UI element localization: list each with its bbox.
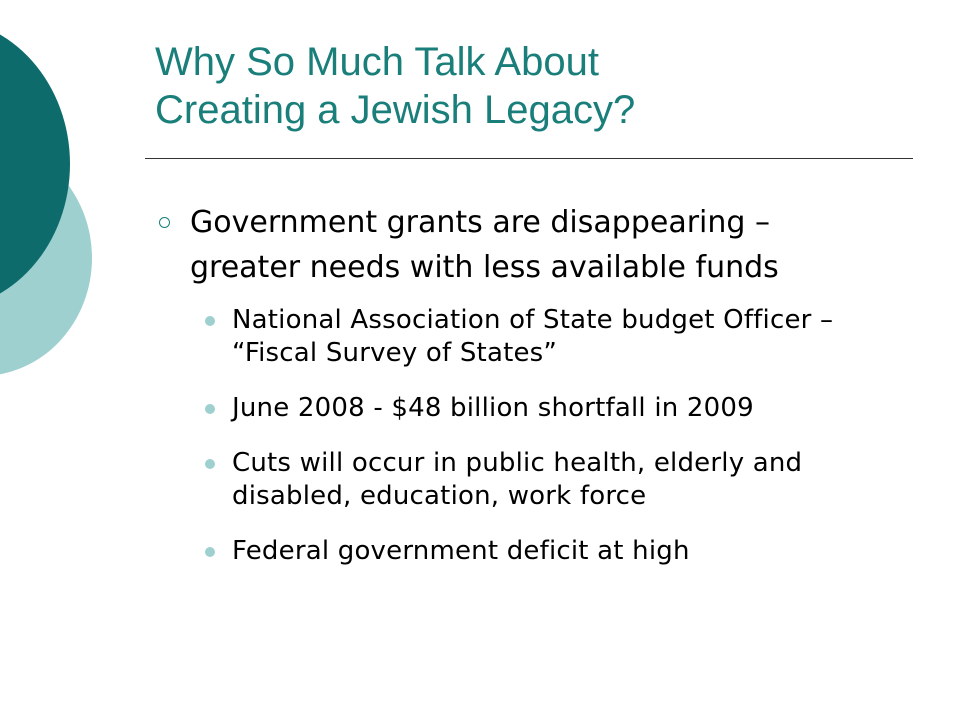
sub-bullet-list: National Association of State budget Off… xyxy=(0,304,960,568)
filled-dot-icon xyxy=(205,459,215,469)
sub-bullet-item: Cuts will occur in public health, elderl… xyxy=(0,447,892,513)
sub-bullet-item: National Association of State budget Off… xyxy=(0,304,892,370)
hollow-circle-icon xyxy=(159,217,170,228)
sub-bullet-item: June 2008 - $48 billion shortfall in 200… xyxy=(0,392,892,425)
filled-dot-icon xyxy=(205,404,215,414)
sub-bullet-text: Federal government deficit at high xyxy=(232,536,690,566)
filled-dot-icon xyxy=(205,316,215,326)
title-divider xyxy=(145,158,913,159)
filled-dot-icon xyxy=(205,547,215,557)
slide-title-line-1: Why So Much Talk About xyxy=(155,40,599,84)
main-bullet-text: Government grants are disappearing – gre… xyxy=(190,205,779,285)
slide-content: Government grants are disappearing – gre… xyxy=(0,200,960,590)
slide-title: Why So Much Talk About Creating a Jewish… xyxy=(155,38,915,134)
sub-bullet-text: June 2008 - $48 billion shortfall in 200… xyxy=(232,393,754,423)
sub-bullet-item: Federal government deficit at high xyxy=(0,535,892,568)
sub-bullet-text: National Association of State budget Off… xyxy=(232,305,834,368)
sub-bullet-text: Cuts will occur in public health, elderl… xyxy=(232,448,803,511)
slide-title-line-2: Creating a Jewish Legacy? xyxy=(155,88,636,132)
main-bullet: Government grants are disappearing – gre… xyxy=(0,200,870,290)
